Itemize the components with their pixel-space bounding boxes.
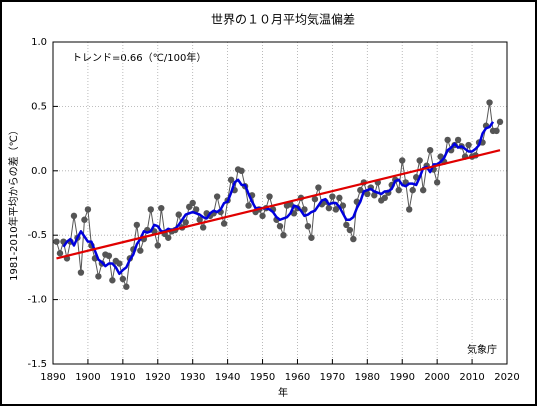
data-point: [332, 206, 340, 213]
data-point: [426, 146, 434, 154]
data-point: [433, 179, 441, 186]
data-point: [406, 206, 413, 213]
data-point: [444, 136, 451, 144]
data-point: [315, 184, 322, 191]
x-tick-label: 1970: [320, 372, 345, 383]
data-point: [165, 234, 172, 241]
data-point: [105, 252, 113, 260]
annotation: トレンド=0.66（℃/100年）: [72, 51, 206, 64]
data-point: [416, 157, 423, 164]
annotation: 気象庁: [467, 343, 497, 356]
data-point: [381, 194, 388, 202]
data-point: [220, 220, 228, 227]
data-point: [199, 224, 207, 231]
data-point: [350, 235, 357, 243]
data-point: [399, 157, 406, 164]
data-point: [192, 206, 200, 213]
x-tick-label: 1940: [215, 372, 240, 383]
data-point: [189, 199, 196, 207]
data-point: [371, 192, 378, 199]
data-point: [133, 221, 141, 229]
x-tick-label: 1980: [355, 372, 380, 383]
data-point: [154, 242, 161, 249]
x-tick-label: 1900: [75, 372, 100, 383]
x-tick-label: 2020: [494, 372, 519, 383]
data-point: [486, 99, 493, 106]
x-tick-label: 1990: [390, 372, 415, 383]
data-point: [280, 232, 287, 239]
data-point: [95, 273, 102, 280]
data-point: [77, 269, 85, 276]
data-point: [245, 202, 252, 209]
y-tick-label: -1.5: [27, 359, 47, 370]
data-point: [465, 141, 472, 149]
data-point: [336, 194, 343, 202]
y-tick-label: 0.5: [31, 101, 47, 112]
data-point: [238, 167, 245, 174]
data-point: [395, 186, 402, 194]
y-tick-label: 1.0: [31, 37, 47, 48]
x-tick-label: 1960: [285, 372, 310, 383]
data-point: [119, 275, 127, 283]
data-point: [308, 234, 315, 241]
data-point: [175, 211, 182, 218]
data-point: [53, 238, 60, 245]
plot-area: [52, 41, 508, 365]
running-mean-line: [62, 121, 495, 276]
data-point: [259, 212, 266, 220]
x-tick-label: 2010: [459, 372, 484, 383]
data-point: [84, 206, 92, 213]
x-tick-label: 1930: [180, 372, 205, 383]
x-tick-label: 2000: [424, 372, 449, 383]
data-point: [343, 221, 350, 229]
data-point: [70, 212, 78, 220]
data-point: [304, 222, 312, 230]
x-tick-label: 1910: [110, 372, 135, 383]
data-point: [81, 216, 88, 223]
y-tick-label: 0.0: [31, 166, 47, 177]
data-point: [137, 247, 144, 254]
data-point: [196, 216, 203, 223]
data-point: [116, 260, 123, 267]
trend-line: [56, 149, 501, 260]
data-point: [123, 283, 130, 290]
data-point: [364, 190, 371, 198]
data-point: [158, 204, 165, 212]
data-point: [339, 202, 347, 209]
data-point: [266, 193, 273, 200]
x-tick-label: 1950: [250, 372, 275, 383]
data-point: [409, 186, 416, 194]
y-tick-label: -1.0: [27, 295, 47, 306]
data-point: [329, 193, 336, 200]
x-tick-label: 1920: [145, 372, 170, 383]
x-axis-label: 年: [278, 386, 288, 399]
data-point: [496, 118, 504, 126]
data-point: [109, 277, 116, 284]
x-tick-label: 1890: [40, 372, 65, 383]
data-point: [301, 206, 308, 213]
chart-title: 世界の１０月平均気温偏差: [211, 12, 355, 27]
data-point: [276, 222, 284, 230]
data-point: [346, 226, 354, 234]
data-point: [147, 206, 154, 213]
y-axis-label: 1981-2010年平均からの差（℃）: [7, 125, 20, 281]
data-point: [182, 219, 189, 226]
data-point: [454, 136, 462, 144]
y-tick-label: -0.5: [27, 230, 47, 241]
data-point: [311, 195, 319, 203]
data-point: [227, 176, 235, 184]
data-point: [357, 186, 364, 194]
data-point: [325, 204, 333, 212]
data-point: [419, 186, 427, 194]
data-point: [213, 193, 221, 200]
data-point: [493, 127, 500, 135]
data-point: [56, 250, 64, 257]
